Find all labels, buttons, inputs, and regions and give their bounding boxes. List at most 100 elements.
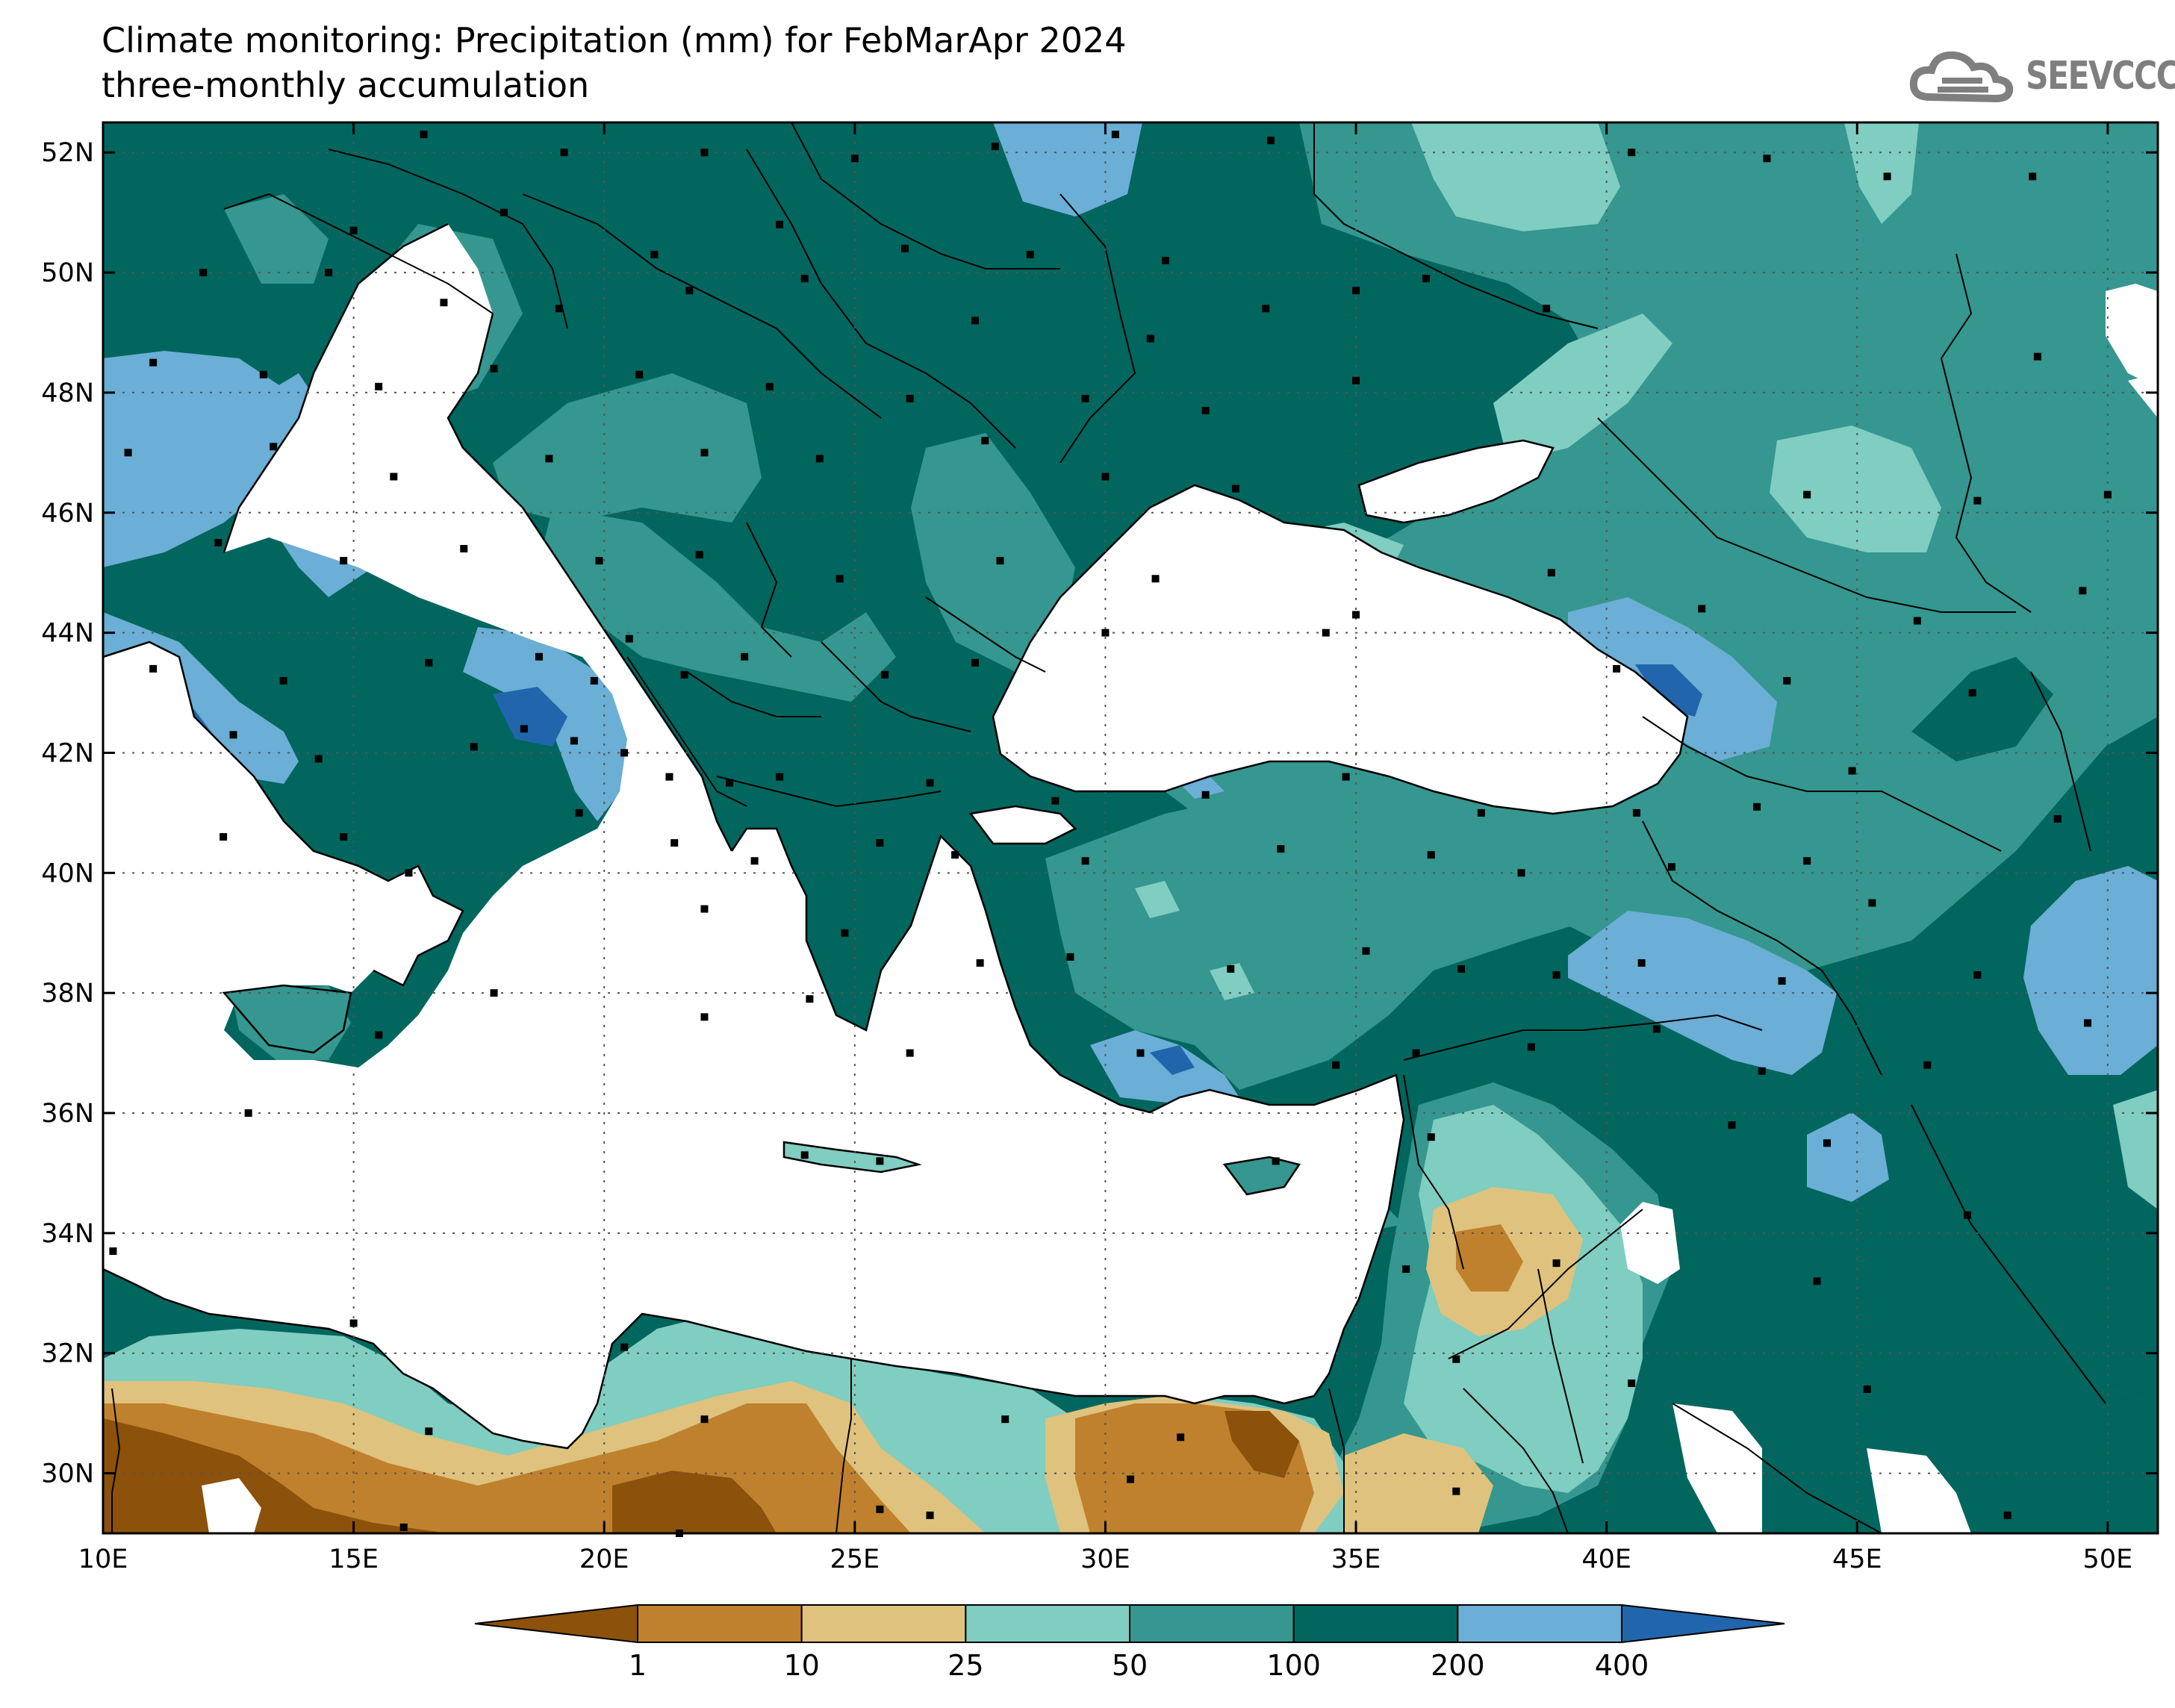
station-marker (1161, 256, 1169, 264)
station-marker (996, 557, 1004, 565)
colorbar-box (1129, 1604, 1295, 1643)
lat-tick-label: 50N (41, 258, 94, 288)
station-marker (1402, 1265, 1410, 1274)
station-marker (765, 382, 774, 390)
station-marker (1763, 155, 1771, 163)
lon-tick-label: 15E (329, 1545, 379, 1574)
lat-tick-label: 32N (41, 1339, 94, 1369)
station-marker (876, 839, 884, 847)
station-marker (926, 779, 934, 787)
station-marker (971, 658, 979, 667)
lat-tick-label: 44N (41, 619, 94, 649)
station-marker (1963, 1211, 1971, 1219)
station-marker (220, 833, 228, 841)
station-marker (726, 779, 734, 787)
station-marker (1823, 1139, 1831, 1147)
station-marker (1051, 797, 1060, 805)
station-marker (1868, 899, 1876, 907)
station-marker (314, 755, 323, 763)
station-marker (1803, 490, 1811, 499)
seevccc-logo: SEEVCCC (1908, 40, 2175, 112)
station-marker (1477, 808, 1485, 817)
station-marker (2033, 352, 2041, 361)
colorbar-box (800, 1604, 967, 1643)
station-marker (1427, 1133, 1435, 1141)
station-marker (1803, 857, 1811, 865)
station-marker (1266, 137, 1275, 145)
station-marker (741, 652, 749, 661)
station-marker (625, 635, 633, 643)
station-marker (700, 1415, 709, 1424)
station-marker (1227, 965, 1235, 973)
station-marker (1342, 773, 1350, 781)
station-marker (665, 773, 673, 781)
lon-tick-label: 30E (1080, 1545, 1130, 1574)
colorbar-label: 400 (1595, 1649, 1649, 1682)
station-marker (800, 275, 809, 283)
station-marker (700, 905, 709, 913)
station-marker (1913, 617, 1921, 625)
station-marker (1101, 629, 1110, 637)
station-marker (1136, 1049, 1145, 1057)
station-marker (1813, 1277, 1821, 1285)
station-marker (1628, 149, 1636, 157)
lat-tick-label: 38N (41, 979, 94, 1009)
station-marker (575, 808, 583, 817)
station-marker (971, 317, 979, 325)
station-marker (1201, 407, 1210, 415)
station-marker (325, 269, 333, 277)
sea-of-marmara (971, 806, 1075, 844)
station-marker (214, 538, 223, 546)
station-marker (1883, 172, 1891, 181)
station-marker (500, 208, 508, 216)
station-marker (425, 1427, 433, 1436)
colorbar-label: 10 (783, 1649, 819, 1682)
sea-of-azov (1359, 440, 1553, 523)
station-marker (570, 737, 578, 745)
station-marker (1973, 496, 1982, 505)
station-marker (425, 658, 433, 667)
station-marker (876, 1505, 884, 1513)
station-marker (560, 149, 568, 157)
station-marker (700, 149, 709, 157)
lon-tick-label: 20E (579, 1545, 629, 1574)
colorbar-box (1292, 1604, 1459, 1643)
station-marker (259, 370, 267, 378)
station-marker (1753, 802, 1761, 811)
station-marker (149, 664, 158, 673)
station-marker (2003, 1511, 2011, 1519)
station-marker (1848, 767, 1856, 775)
lat-tick-label: 30N (41, 1459, 94, 1489)
station-marker (420, 131, 428, 139)
station-marker (2053, 814, 2062, 823)
station-marker (1728, 1121, 1736, 1129)
station-marker (545, 455, 553, 463)
station-marker (1973, 971, 1982, 979)
station-marker (650, 250, 659, 258)
station-marker (199, 269, 208, 277)
station-marker (850, 155, 859, 163)
station-marker (2084, 1019, 2092, 1027)
station-marker (836, 575, 844, 583)
station-marker (595, 557, 603, 565)
station-marker (460, 545, 468, 553)
lat-tick-label: 46N (41, 499, 94, 529)
station-marker (244, 1109, 252, 1118)
map-subtitle: three-monthly accumulation (102, 65, 590, 105)
station-marker (1352, 287, 1360, 295)
station-marker (1362, 947, 1370, 955)
station-marker (976, 959, 984, 967)
station-marker (876, 1157, 884, 1165)
station-marker (1026, 250, 1034, 258)
station-marker (680, 670, 688, 679)
logo-text: SEEVCCC (2026, 54, 2175, 99)
station-marker (2029, 172, 2037, 181)
station-marker (750, 857, 759, 865)
mediterranean-west (103, 1030, 239, 1262)
station-marker (1272, 1157, 1280, 1165)
station-markers (109, 131, 2112, 1537)
station-marker (279, 676, 287, 685)
station-marker (1151, 575, 1160, 583)
station-marker (981, 437, 989, 445)
station-marker (881, 670, 889, 679)
